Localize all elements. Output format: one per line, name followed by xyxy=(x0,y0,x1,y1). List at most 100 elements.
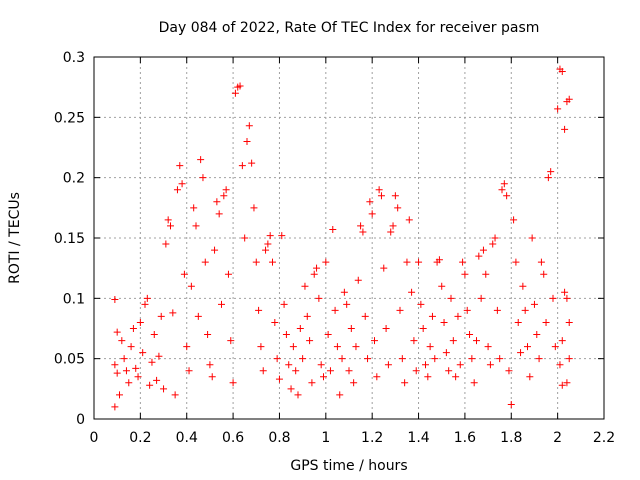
y-tick-label: 0 xyxy=(76,412,85,428)
data-point xyxy=(359,228,367,236)
data-point xyxy=(468,355,476,363)
data-point xyxy=(194,312,202,320)
y-tick-label: 0.1 xyxy=(63,291,85,307)
data-point xyxy=(299,355,307,363)
data-point xyxy=(167,222,174,230)
data-point xyxy=(347,325,355,332)
data-point xyxy=(431,355,439,363)
data-point xyxy=(113,369,121,377)
data-point xyxy=(157,312,165,320)
data-point xyxy=(484,343,492,351)
data-point xyxy=(489,240,497,248)
x-tick-label: 2 xyxy=(553,430,562,446)
data-point xyxy=(329,226,337,234)
data-point xyxy=(535,355,543,363)
data-point xyxy=(155,352,163,360)
data-point xyxy=(294,391,302,399)
data-point xyxy=(125,379,133,387)
data-point xyxy=(187,282,195,290)
data-point xyxy=(220,192,228,200)
data-point xyxy=(153,376,161,384)
data-point xyxy=(403,258,411,266)
data-point xyxy=(118,337,126,345)
data-point xyxy=(426,343,434,351)
data-point xyxy=(526,373,534,381)
data-point xyxy=(473,337,480,345)
data-point xyxy=(134,373,142,381)
data-point xyxy=(111,403,119,411)
data-point xyxy=(537,258,545,266)
data-point xyxy=(324,331,332,339)
data-point xyxy=(422,361,429,369)
data-point xyxy=(371,337,378,345)
axis-ticks xyxy=(93,56,605,420)
data-point xyxy=(275,375,283,383)
data-point xyxy=(456,361,464,369)
data-point xyxy=(561,288,569,296)
y-tick-label: 0.3 xyxy=(63,50,85,66)
data-point xyxy=(162,240,170,248)
y-axis-label: ROTI / TECUs xyxy=(7,192,23,284)
data-point xyxy=(533,331,541,339)
data-point xyxy=(500,180,508,188)
data-point xyxy=(280,300,288,308)
data-point xyxy=(336,391,344,399)
data-point xyxy=(218,300,225,308)
data-point xyxy=(505,367,513,375)
data-point xyxy=(345,367,353,375)
x-tick-labels: 0 0.2 0.4 0.6 0.8 1 1.2 1.4 1.6 1.8 2 2.2 xyxy=(90,430,616,446)
data-point xyxy=(438,282,446,290)
data-point xyxy=(445,367,453,375)
data-point xyxy=(357,222,365,230)
data-point xyxy=(322,258,330,266)
data-point xyxy=(463,306,471,314)
data-point xyxy=(428,312,436,320)
data-point xyxy=(475,252,483,260)
data-point xyxy=(243,137,251,145)
data-point xyxy=(127,343,135,351)
data-point xyxy=(257,343,265,351)
data-point xyxy=(565,318,573,326)
data-point xyxy=(517,349,525,357)
data-point xyxy=(491,234,499,242)
data-point xyxy=(493,306,501,314)
data-point xyxy=(454,312,462,320)
y-tick-label: 0.05 xyxy=(54,352,85,368)
data-point xyxy=(238,162,246,170)
x-tick-label: 1.6 xyxy=(454,430,476,446)
data-point xyxy=(435,256,443,264)
data-point xyxy=(528,234,536,242)
data-point xyxy=(558,67,566,75)
data-point xyxy=(160,385,168,393)
data-point xyxy=(521,306,529,314)
data-point xyxy=(331,306,339,314)
data-point xyxy=(231,89,239,97)
data-point xyxy=(250,204,258,212)
data-point xyxy=(544,174,552,182)
data-point xyxy=(405,216,413,224)
data-point xyxy=(269,258,276,266)
data-point xyxy=(384,361,392,369)
data-point xyxy=(116,391,123,399)
x-axis-label: GPS time / hours xyxy=(290,458,407,474)
data-point xyxy=(447,294,455,302)
data-point xyxy=(387,228,395,236)
data-point xyxy=(292,367,300,375)
data-point xyxy=(326,367,334,375)
data-point xyxy=(366,198,374,206)
data-point xyxy=(410,337,418,345)
data-point xyxy=(236,82,244,90)
data-point xyxy=(440,318,448,326)
data-point xyxy=(120,355,128,363)
data-point xyxy=(313,264,321,272)
data-point xyxy=(498,186,506,194)
data-point xyxy=(180,270,188,278)
data-point xyxy=(178,180,186,188)
data-point xyxy=(424,373,432,381)
data-point xyxy=(343,300,351,308)
data-point xyxy=(301,282,309,290)
x-tick-label: 0 xyxy=(90,430,99,446)
data-point xyxy=(333,343,341,351)
data-point xyxy=(530,300,538,308)
